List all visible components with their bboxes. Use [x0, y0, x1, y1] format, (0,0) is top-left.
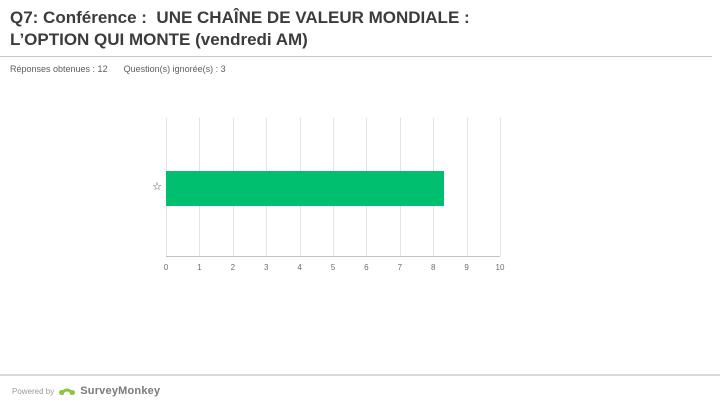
x-tick-label: 7: [397, 263, 403, 272]
x-tick-label: 10: [495, 263, 505, 272]
page-title: Q7: Conférence : UNE CHAÎNE DE VALEUR MO…: [10, 7, 700, 51]
answered-count: Réponses obtenues : 12: [10, 64, 108, 74]
footer-divider: [0, 374, 720, 376]
x-tick-label: 9: [464, 263, 469, 272]
footer: Powered by SurveyMonkey: [12, 385, 160, 397]
page-title-line2: L’OPTION QUI MONTE (vendredi AM): [10, 30, 308, 49]
page-title-line1: Q7: Conférence : UNE CHAÎNE DE VALEUR MO…: [10, 8, 470, 27]
powered-by-label: Powered by: [12, 386, 55, 396]
surveymonkey-logotype[interactable]: SurveyMonkey: [80, 385, 161, 397]
star-icon: ☆: [152, 181, 162, 193]
chart-plot-area: ☆: [152, 118, 501, 257]
header-divider: [0, 56, 712, 57]
x-tick-label: 5: [330, 263, 336, 272]
x-tick-label: 4: [297, 263, 302, 272]
x-tick-label: 0: [163, 263, 169, 272]
gridline: [466, 118, 468, 256]
x-tick-label: 1: [197, 263, 202, 272]
x-tick-label: 3: [263, 263, 269, 272]
surveymonkey-logo-icon[interactable]: [59, 386, 76, 397]
x-axis-ticks: 0 1 2 3 4 5 6 7 8 9 10: [163, 263, 505, 275]
gridline: [500, 118, 501, 256]
x-tick-label: 2: [230, 263, 236, 272]
response-stats: Réponses obtenues : 12 Question(s) ignor…: [10, 64, 226, 74]
skipped-count: Question(s) ignorée(s) : 3: [123, 64, 226, 74]
x-tick-label: 6: [364, 263, 369, 272]
chart-bar: [166, 171, 445, 206]
x-tick-label: 8: [430, 263, 436, 272]
